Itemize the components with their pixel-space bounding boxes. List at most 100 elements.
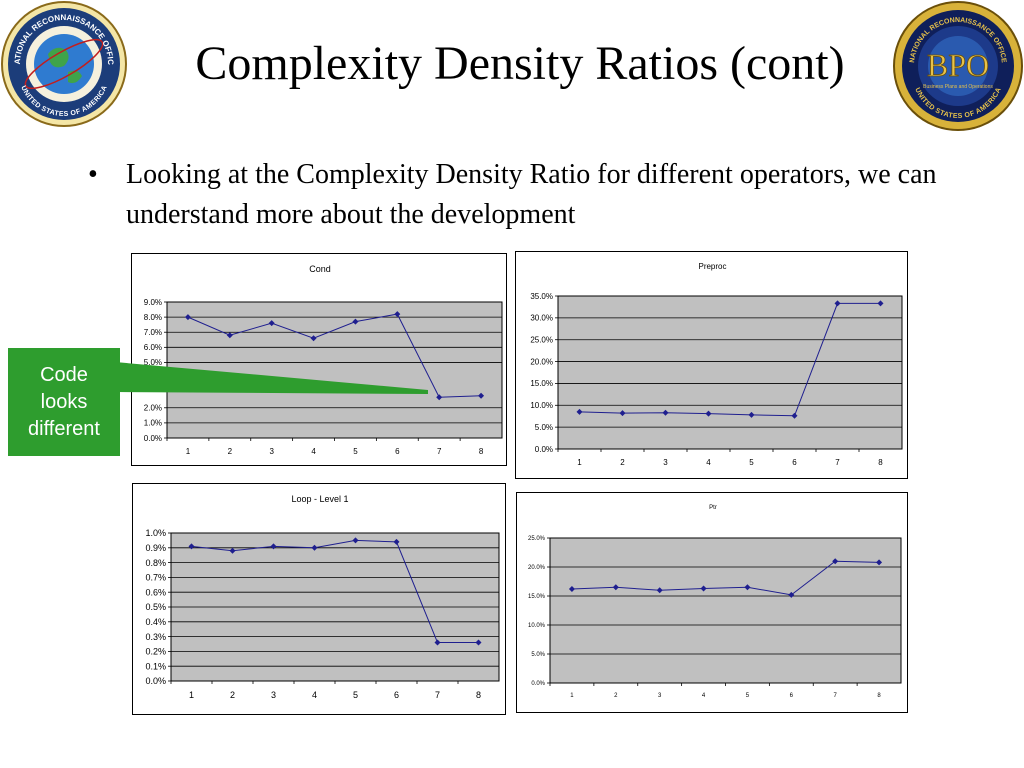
data-point bbox=[393, 538, 400, 545]
y-tick-label: 35.0% bbox=[530, 292, 553, 301]
data-point bbox=[876, 559, 883, 566]
data-point bbox=[352, 537, 359, 544]
plot-area bbox=[549, 537, 902, 684]
y-tick-label: 0.2% bbox=[145, 647, 166, 657]
x-tick-label: 1 bbox=[570, 693, 574, 699]
x-tick-label: 3 bbox=[658, 693, 662, 699]
data-point bbox=[619, 410, 626, 417]
callout-box: Code looks different bbox=[8, 348, 120, 456]
x-tick-label: 6 bbox=[394, 690, 399, 700]
x-tick-label: 5 bbox=[353, 690, 358, 700]
y-tick-label: 0.0% bbox=[145, 676, 166, 686]
y-tick-label: 8.0% bbox=[144, 313, 162, 322]
data-point bbox=[748, 411, 755, 418]
x-tick-label: 1 bbox=[189, 690, 194, 700]
y-tick-label: 7.0% bbox=[144, 328, 162, 337]
x-tick-label: 5 bbox=[353, 447, 358, 456]
data-point bbox=[612, 584, 619, 591]
nro-seal-logo: NATIONAL RECONNAISSANCE OFFICE UNITED ST… bbox=[0, 0, 127, 127]
x-tick-label: 2 bbox=[614, 693, 618, 699]
chart-preproc-svg: Preproc 0.0% 5.0% 10.0% 15.0% 20.0% 25.0% 30.0%… bbox=[530, 262, 903, 467]
data-point bbox=[310, 335, 317, 342]
x-tick-label: 6 bbox=[395, 447, 400, 456]
x-tick-label: 2 bbox=[228, 447, 233, 456]
x-tick-label: 2 bbox=[620, 458, 625, 467]
x-tick-label: 8 bbox=[479, 447, 484, 456]
chart-loop: Loop - Level 1 0.0% 0.1% 0.2% 0.3% 0.4% 0.5% 0.… bbox=[132, 483, 506, 715]
x-tick-label: 4 bbox=[706, 458, 711, 467]
y-tick-label: 0.3% bbox=[145, 632, 166, 642]
data-point bbox=[352, 318, 359, 325]
x-tick-label: 3 bbox=[271, 690, 276, 700]
data-point bbox=[226, 332, 233, 339]
plot-area bbox=[166, 301, 503, 439]
data-point bbox=[184, 314, 191, 321]
y-tick-label: 0.4% bbox=[145, 617, 166, 627]
bpo-subtitle: Business Plans and Operations bbox=[923, 84, 993, 90]
y-tick-label: 10.0% bbox=[528, 623, 546, 629]
y-tick-label: 0.0% bbox=[144, 434, 162, 443]
data-point bbox=[662, 409, 669, 416]
y-tick-label: 9.0% bbox=[144, 298, 162, 307]
y-tick-label: 5.0% bbox=[531, 652, 545, 658]
y-tick-label: 0.1% bbox=[145, 661, 166, 671]
y-tick-label: 0.7% bbox=[145, 573, 166, 583]
y-tick-label: 1.0% bbox=[144, 419, 162, 428]
data-point bbox=[268, 320, 275, 327]
chart-title: Loop - Level 1 bbox=[291, 494, 348, 504]
data-point bbox=[788, 591, 795, 598]
bullet-marker: • bbox=[88, 159, 98, 190]
x-tick-label: 2 bbox=[230, 690, 235, 700]
chart-ptr-svg: Ptr 0.0% 5.0% 10.0% 15.0% 20.0% 25.0% 1 2 3 4 5 6 7 8 bbox=[528, 505, 902, 699]
x-tick-label: 4 bbox=[312, 690, 317, 700]
y-tick-label: 30.0% bbox=[530, 314, 553, 323]
series-line bbox=[187, 313, 482, 398]
y-tick-label: 2.0% bbox=[144, 404, 162, 413]
plot-area bbox=[557, 295, 903, 450]
y-tick-label: 25.0% bbox=[530, 336, 553, 345]
y-tick-label: 0.0% bbox=[531, 681, 545, 687]
callout-text: Code looks different bbox=[28, 363, 100, 440]
y-tick-label: 0.6% bbox=[145, 587, 166, 597]
y-tick-label: 6.0% bbox=[144, 343, 162, 352]
data-point bbox=[229, 547, 236, 554]
x-tick-label: 7 bbox=[835, 458, 840, 467]
x-tick-label: 1 bbox=[186, 447, 191, 456]
data-point bbox=[475, 639, 482, 646]
series-line bbox=[191, 539, 479, 644]
y-tick-label: 20.0% bbox=[528, 565, 546, 571]
y-tick-label: 20.0% bbox=[530, 357, 553, 366]
y-tick-label: 0.0% bbox=[535, 445, 553, 454]
data-point bbox=[188, 543, 195, 550]
x-tick-label: 4 bbox=[702, 693, 706, 699]
bullet-text: Looking at the Complexity Density Ratio … bbox=[126, 159, 937, 230]
y-tick-label: 15.0% bbox=[530, 379, 553, 388]
chart-ptr: Ptr 0.0% 5.0% 10.0% 15.0% 20.0% 25.0% 1 2 3 4 5 6 7 8 bbox=[516, 492, 908, 713]
y-tick-label: 10.0% bbox=[530, 401, 553, 410]
bpo-seal-logo: BPO Business Plans and Operations NATION… bbox=[893, 1, 1023, 131]
chart-cond: Cond 0.0% 1.0% 2.0% 5.0% 6.0% 7.0% 8.0% 9.0% 1 2 3 4… bbox=[131, 253, 507, 466]
x-tick-label: 8 bbox=[878, 458, 883, 467]
chart-title: Ptr bbox=[709, 505, 717, 511]
data-point bbox=[656, 587, 663, 594]
data-point bbox=[744, 584, 751, 591]
x-tick-label: 6 bbox=[790, 693, 794, 699]
x-tick-label: 8 bbox=[476, 690, 481, 700]
y-tick-label: 0.9% bbox=[145, 543, 166, 553]
series-line bbox=[579, 302, 881, 417]
x-tick-label: 3 bbox=[663, 458, 668, 467]
x-tick-label: 5 bbox=[746, 693, 750, 699]
y-tick-label: 15.0% bbox=[528, 594, 546, 600]
x-tick-label: 7 bbox=[437, 447, 442, 456]
x-tick-label: 4 bbox=[311, 447, 316, 456]
x-tick-label: 7 bbox=[435, 690, 440, 700]
data-point bbox=[834, 300, 841, 307]
x-tick-label: 7 bbox=[834, 693, 838, 699]
y-tick-label: 5.0% bbox=[535, 423, 553, 432]
data-point bbox=[576, 408, 583, 415]
slide-title: Complexity Density Ratios (cont) bbox=[195, 37, 845, 90]
series-line bbox=[571, 560, 880, 596]
data-point bbox=[478, 392, 485, 399]
data-point bbox=[700, 585, 707, 592]
data-point bbox=[705, 410, 712, 417]
